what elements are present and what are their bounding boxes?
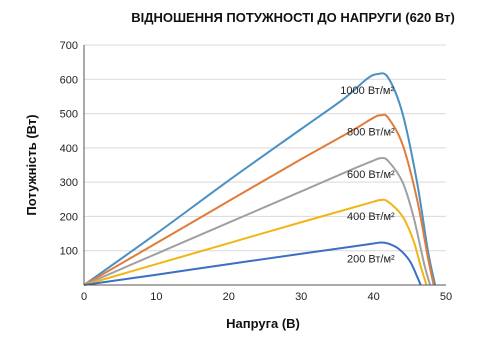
series-label-4: 200 Вт/м² — [347, 253, 395, 265]
y-tick-label: 400 — [60, 143, 78, 155]
y-tick-label: 200 — [60, 211, 78, 223]
x-tick-label: 30 — [295, 291, 307, 303]
x-tick-label: 20 — [223, 291, 235, 303]
y-tick-label: 700 — [60, 40, 78, 52]
x-tick-label: 0 — [81, 291, 87, 303]
y-axis-title: Потужність (Вт) — [24, 114, 39, 215]
series-line-4 — [83, 241, 422, 286]
y-tick-label: 100 — [60, 246, 78, 258]
axes: 100 200 300 400 500 600 700 0 10 20 30 40 50 — [60, 40, 452, 303]
series-labels: 1000 Вт/м² 800 Вт/м² 600 Вт/м² 400 Вт/м² 200… — [340, 85, 395, 265]
series-label-3: 400 Вт/м² — [347, 211, 395, 223]
series-line-3 — [83, 198, 428, 286]
series-label-2: 600 Вт/м² — [347, 169, 395, 181]
series-group — [83, 72, 437, 286]
grid — [84, 44, 446, 252]
series-label-0: 1000 Вт/м² — [340, 85, 394, 97]
x-axis-title: Напруга (В) — [226, 316, 300, 331]
chart-title: ВІДНОШЕННЯ ПОТУЖНОСТІ ДО НАПРУГИ (620 Вт… — [131, 10, 455, 25]
y-tick-label: 500 — [60, 109, 78, 121]
series-line-2 — [83, 156, 432, 286]
y-tick-label: 600 — [60, 74, 78, 86]
series-label-1: 800 Вт/м² — [347, 126, 395, 138]
x-tick-label: 50 — [440, 291, 452, 303]
series-line-1 — [83, 113, 435, 286]
x-tick-label: 40 — [367, 291, 379, 303]
series-line-0 — [83, 72, 437, 286]
x-tick-label: 10 — [150, 291, 162, 303]
y-tick-label: 300 — [60, 177, 78, 189]
